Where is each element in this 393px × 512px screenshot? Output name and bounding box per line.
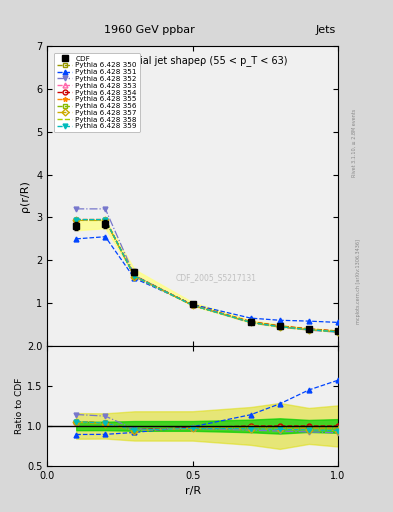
Text: 1960 GeV ppbar: 1960 GeV ppbar bbox=[104, 25, 195, 35]
Text: Jets: Jets bbox=[316, 25, 336, 35]
Y-axis label: Ratio to CDF: Ratio to CDF bbox=[15, 378, 24, 434]
Legend: CDF, Pythia 6.428 350, Pythia 6.428 351, Pythia 6.428 352, Pythia 6.428 353, Pyt: CDF, Pythia 6.428 350, Pythia 6.428 351,… bbox=[54, 53, 140, 132]
Text: CDF_2005_S5217131: CDF_2005_S5217131 bbox=[175, 273, 256, 282]
Text: Rivet 3.1.10, ≥ 2.8M events: Rivet 3.1.10, ≥ 2.8M events bbox=[352, 109, 357, 178]
X-axis label: r/R: r/R bbox=[184, 486, 201, 496]
Y-axis label: ρ(r/R): ρ(r/R) bbox=[20, 180, 31, 212]
Text: mcplots.cern.ch [arXiv:1306.3436]: mcplots.cern.ch [arXiv:1306.3436] bbox=[356, 239, 361, 324]
Text: Differential jet shapeρ (55 < p_T < 63): Differential jet shapeρ (55 < p_T < 63) bbox=[97, 55, 288, 66]
